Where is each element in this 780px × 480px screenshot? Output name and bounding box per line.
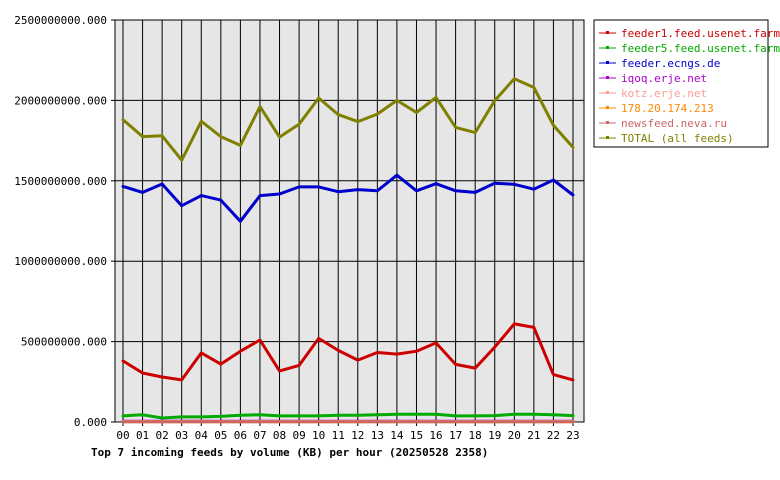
x-tick-label: 16 [429, 429, 442, 442]
series-line-2 [121, 173, 575, 223]
legend-marker [606, 136, 609, 139]
y-tick-label: 0.000 [74, 416, 107, 429]
x-tick-label: 11 [332, 429, 345, 442]
series-line-7 [121, 77, 575, 162]
legend-marker [606, 61, 609, 64]
x-axis-ticks: 00 01 02 03 04 05 06 07 08 09 10 11 12 13 14 15 16 17 18 19… [116, 422, 580, 442]
x-tick-label: 07 [253, 429, 266, 442]
legend-marker [606, 46, 609, 49]
legend-box [593, 19, 769, 148]
y-tick-label: 1000000000.000 [14, 255, 107, 268]
legend-label: newsfeed.neva.ru [621, 117, 727, 130]
legend-label: kotz.erje.net [621, 87, 707, 100]
x-tick-label: 03 [175, 429, 188, 442]
series-line-1 [121, 412, 575, 420]
x-tick-label: 00 [116, 429, 129, 442]
x-tick-label: 12 [351, 429, 364, 442]
legend-label: 178.20.174.213 [621, 102, 714, 115]
x-tick-label: 23 [566, 429, 579, 442]
series-line-0 [121, 322, 575, 382]
x-tick-label: 08 [273, 429, 286, 442]
series-lines [121, 77, 575, 424]
legend-marker [606, 121, 609, 124]
x-tick-label: 05 [214, 429, 227, 442]
x-tick-label: 06 [234, 429, 247, 442]
x-tick-label: 09 [292, 429, 305, 442]
legend-marker [606, 31, 609, 34]
x-tick-label: 01 [136, 429, 149, 442]
chart-title: Top 7 incoming feeds by volume (KB) per … [91, 446, 488, 459]
x-tick-label: 14 [390, 429, 404, 442]
x-tick-label: 13 [371, 429, 384, 442]
y-tick-label: 2000000000.000 [14, 94, 107, 107]
x-tick-label: 02 [156, 429, 169, 442]
legend-marker [606, 76, 609, 79]
legend-label: feeder.ecngs.de [621, 57, 720, 70]
x-tick-label: 15 [410, 429, 423, 442]
x-tick-label: 22 [547, 429, 560, 442]
y-axis-ticks: 0.000 500000000.000 1000000000.000 15000000… [14, 14, 115, 429]
y-tick-label: 500000000.000 [21, 336, 107, 349]
y-tick-label: 1500000000.000 [14, 175, 107, 188]
legend-marker [606, 106, 609, 109]
legend-label: feeder5.feed.usenet.farm [621, 42, 780, 55]
x-tick-label: 20 [508, 429, 521, 442]
legend-label: feeder1.feed.usenet.farm [621, 27, 780, 40]
legend-label: TOTAL (all feeds) [621, 132, 734, 145]
x-tick-label: 19 [488, 429, 501, 442]
x-tick-label: 18 [469, 429, 482, 442]
legend: feeder1.feed.usenet.farm feeder5.feed.use… [593, 19, 780, 148]
x-tick-label: 21 [527, 429, 540, 442]
legend-label: iqoq.erje.net [621, 72, 707, 85]
x-tick-label: 04 [195, 429, 209, 442]
x-tick-label: 10 [312, 429, 325, 442]
y-tick-label: 2500000000.000 [14, 14, 107, 27]
x-tick-label: 17 [449, 429, 462, 442]
legend-marker [606, 91, 609, 94]
